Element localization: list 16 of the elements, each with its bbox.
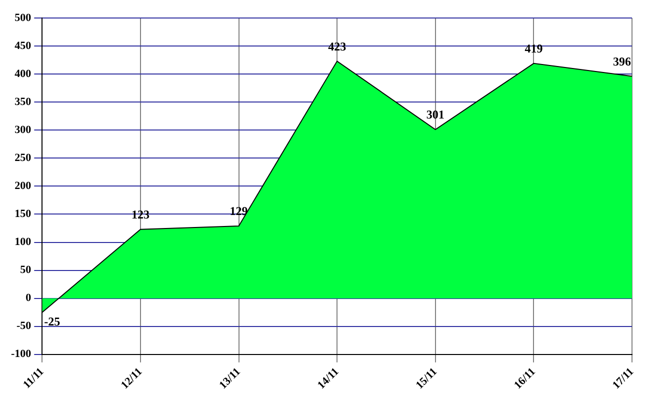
- y-tick-label: -100: [10, 348, 32, 360]
- data-label: 396: [613, 54, 631, 68]
- y-tick-label: -50: [16, 320, 32, 332]
- y-tick-label: 50: [20, 264, 32, 276]
- y-tick-label: 500: [14, 12, 32, 24]
- y-tick-label: 400: [14, 68, 32, 80]
- y-tick-label: 300: [14, 124, 32, 136]
- y-tick-label: 100: [14, 236, 32, 248]
- y-tick-label: 200: [14, 180, 32, 192]
- y-tick-label: 150: [14, 208, 32, 220]
- data-label: 301: [426, 108, 444, 122]
- y-tick-label: 450: [14, 40, 32, 52]
- y-tick-label: 350: [14, 96, 32, 108]
- data-label: -25: [44, 314, 60, 328]
- y-tick-label: 250: [14, 152, 32, 164]
- y-tick-label: 0: [26, 292, 32, 304]
